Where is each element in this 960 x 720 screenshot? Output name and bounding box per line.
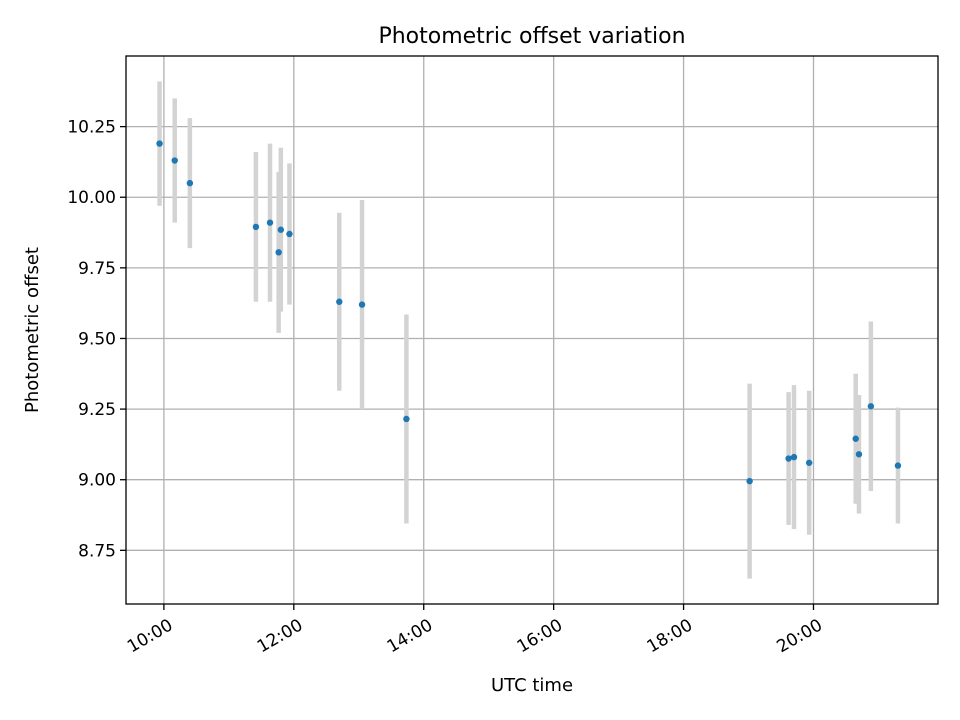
x-axis-label: UTC time	[491, 675, 573, 696]
y-tick-label: 8.75	[78, 541, 116, 561]
y-axis: 8.75 9.00 9.25 9.50 9.75 10.00 10.25	[67, 118, 126, 561]
x-axis: 10:00 12:00 14:00 16:00 18:00 20:00	[124, 604, 826, 657]
y-tick-label: 9.75	[78, 259, 116, 279]
plot-frame	[125, 55, 939, 605]
y-tick-label: 9.25	[78, 400, 116, 420]
data-point	[266, 219, 274, 226]
x-tick-label: 10:00	[124, 615, 176, 657]
data-point	[805, 459, 813, 466]
data-point	[852, 435, 859, 442]
data-point	[186, 179, 194, 187]
grid	[126, 56, 938, 604]
data-point	[894, 462, 902, 469]
error-bars	[157, 81, 901, 579]
x-tick-label: 18:00	[644, 615, 696, 657]
data-point	[156, 140, 163, 147]
data-point	[855, 451, 863, 458]
x-tick-label: 20:00	[774, 615, 826, 657]
data-point	[277, 226, 285, 233]
data-point	[790, 453, 798, 461]
data-point	[336, 298, 343, 305]
y-axis-label: Photometric offset	[22, 247, 43, 413]
y-tick-label: 10.25	[67, 118, 116, 138]
data-point	[785, 455, 792, 462]
x-tick-label: 16:00	[514, 615, 566, 657]
chart-title: Photometric offset variation	[378, 24, 685, 49]
y-tick-label: 9.50	[78, 329, 116, 349]
data-point	[286, 230, 293, 238]
data-point	[867, 403, 875, 410]
data-point	[746, 477, 753, 485]
data-point	[252, 223, 260, 231]
y-tick-label: 10.00	[67, 188, 116, 208]
data-point	[171, 157, 178, 164]
x-tick-label: 12:00	[254, 615, 306, 657]
data-point	[403, 415, 410, 423]
y-tick-label: 9.00	[78, 471, 116, 491]
x-tick-label: 14:00	[384, 615, 436, 657]
data-points	[156, 140, 902, 485]
data-point	[275, 249, 282, 256]
data-point	[358, 301, 366, 308]
